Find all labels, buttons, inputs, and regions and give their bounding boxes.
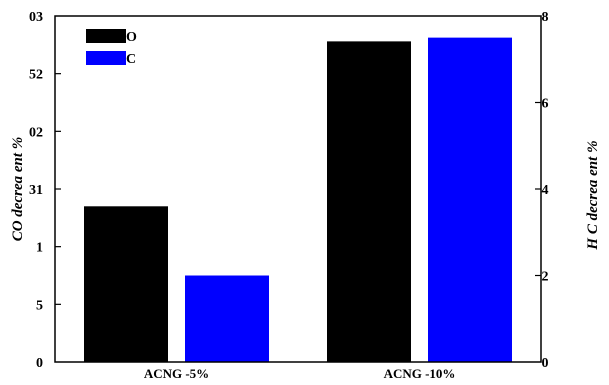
y-tick-label: 31 bbox=[29, 183, 43, 198]
y-tick-label: 0 bbox=[36, 356, 43, 371]
legend-label-c: C bbox=[126, 52, 136, 67]
legend-swatch-o bbox=[86, 29, 126, 43]
y2-tick-label: 6 bbox=[542, 97, 549, 112]
legend-label-o: O bbox=[126, 30, 137, 45]
bar-c-2 bbox=[428, 37, 512, 362]
category-label: ACNG -5% bbox=[144, 366, 209, 381]
bar-c-1 bbox=[185, 275, 269, 362]
y-tick-label: 1 bbox=[36, 241, 43, 256]
y2-tick-label: 4 bbox=[542, 183, 549, 198]
y2-tick-label: 2 bbox=[542, 270, 549, 285]
category-labels: ACNG -5% ACNG -10% bbox=[144, 366, 456, 381]
legend: OC bbox=[86, 29, 137, 67]
bar-series bbox=[84, 37, 512, 363]
right-axis-ticks: 0 2 4 6 8 bbox=[535, 10, 549, 371]
y-tick-label: 5 bbox=[36, 298, 43, 313]
legend-swatch-c bbox=[86, 51, 126, 65]
bar-o-2 bbox=[327, 41, 411, 363]
bar-o-1 bbox=[84, 206, 168, 362]
y-tick-label: 52 bbox=[29, 68, 43, 83]
y-tick-label: 02 bbox=[29, 125, 43, 140]
category-label: ACNG -10% bbox=[384, 366, 456, 381]
left-axis-ticks: 0 5 1 31 02 52 03 bbox=[29, 10, 61, 371]
y-axis-label: CO decrea ent % bbox=[10, 137, 26, 242]
y2-tick-label: 0 bbox=[542, 356, 549, 371]
plot-frame bbox=[54, 15, 542, 363]
y2-axis-label: H C decrea ent % bbox=[585, 140, 601, 250]
y-tick-label: 03 bbox=[29, 10, 43, 25]
y2-tick-label: 8 bbox=[542, 10, 549, 25]
